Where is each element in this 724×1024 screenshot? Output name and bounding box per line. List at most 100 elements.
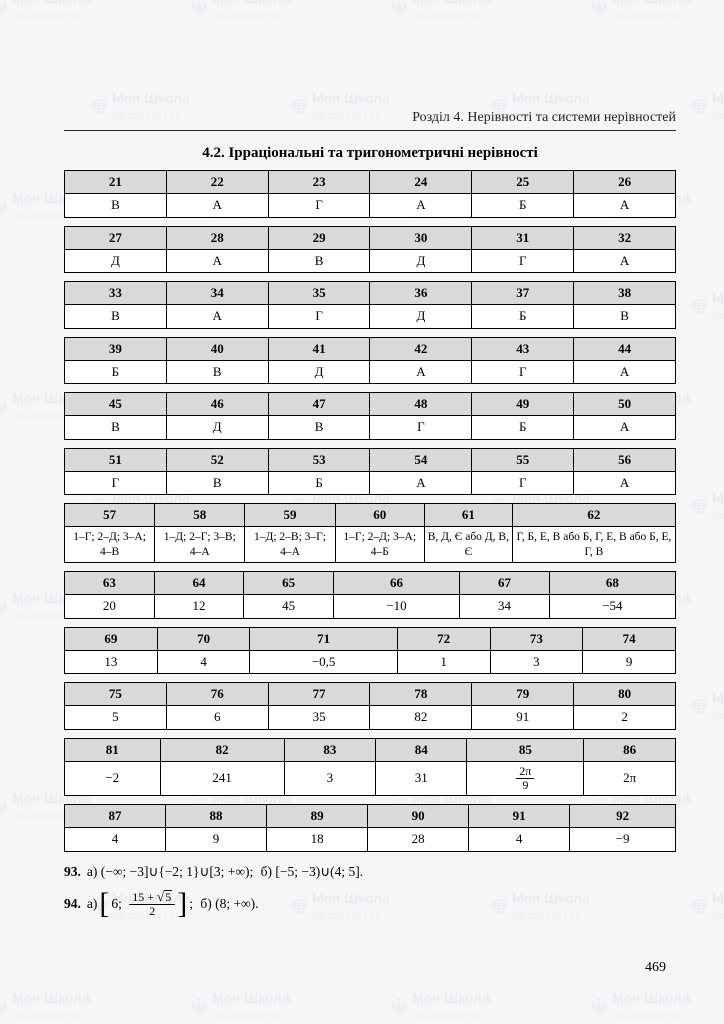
question-number: 74: [583, 627, 676, 650]
question-number: 83: [284, 738, 375, 761]
question-answer: 4: [469, 828, 570, 851]
question-number: 88: [166, 805, 267, 828]
question-answer: 2π: [584, 761, 676, 795]
answer-table: 757677787980563582912: [64, 682, 676, 730]
question-number: 53: [268, 448, 370, 471]
question-answer: 28: [368, 828, 469, 851]
question-number: 43: [472, 337, 574, 360]
answer-94-label: 94.: [64, 892, 81, 916]
question-number: 62: [512, 504, 675, 527]
question-answer: 1–Д; 2–В; 3–Г; 4–А: [245, 527, 335, 563]
question-number: 54: [370, 448, 472, 471]
question-answer: 241: [160, 761, 284, 795]
question-answer: Г: [65, 471, 167, 494]
section-title: 4.2. Ірраціональні та тригонометричні не…: [64, 145, 676, 162]
question-answer: Д: [166, 416, 268, 439]
question-number: 39: [65, 337, 167, 360]
question-number: 23: [268, 171, 370, 194]
question-answer: Г, Б, Е, В або Б, Г, Е, В або Б, Е, Г, В: [512, 527, 675, 563]
answer-table: 8788899091924918284−9: [64, 804, 676, 852]
question-number: 70: [157, 627, 250, 650]
question-answer: А: [574, 471, 676, 494]
question-number: 38: [574, 282, 676, 305]
question-number: 51: [65, 448, 167, 471]
question-answer: Г: [472, 360, 574, 383]
answer-table: 515253545556ГВБАГА: [64, 448, 676, 496]
question-answer: 34: [460, 595, 550, 618]
answer-tables: 212223242526ВАГАБА272829303132ДАВДГА3334…: [64, 170, 676, 852]
question-number: 72: [397, 627, 490, 650]
question-number: 73: [490, 627, 583, 650]
question-number: 33: [65, 282, 167, 305]
question-number: 55: [472, 448, 574, 471]
question-number: 89: [267, 805, 368, 828]
answer-93-b: б) [−5; −3)∪(4; 5].: [261, 860, 363, 884]
question-answer: 9: [583, 650, 676, 673]
chapter-header: Розділ 4. Нерівності та системи нерівнос…: [64, 110, 676, 131]
question-number: 34: [166, 282, 268, 305]
question-number: 47: [268, 393, 370, 416]
question-answer: 6: [166, 706, 268, 729]
question-answer: −10: [333, 595, 459, 618]
question-number: 69: [65, 627, 158, 650]
question-number: 29: [268, 226, 370, 249]
question-answer: А: [166, 194, 268, 217]
question-answer: А: [166, 249, 268, 272]
question-answer: −54: [549, 595, 675, 618]
question-answer: Д: [370, 249, 472, 272]
question-answer: Б: [472, 305, 574, 328]
question-answer: В, Д, Є або Д, В, Є: [424, 527, 512, 563]
question-number: 49: [472, 393, 574, 416]
frac-denominator: 2: [129, 905, 175, 918]
question-number: 40: [166, 337, 268, 360]
question-answer: Д: [268, 360, 370, 383]
question-answer: 9: [166, 828, 267, 851]
question-answer: А: [370, 360, 472, 383]
answer-94: 94. а) [ 6; 15 + √5 2 ] ; б) (8; +∞).: [64, 890, 676, 918]
question-answer: В: [268, 249, 370, 272]
question-number: 82: [160, 738, 284, 761]
question-number: 52: [166, 448, 268, 471]
question-answer: 1–Г; 2–Д; 3–А; 4–Б: [335, 527, 424, 563]
question-number: 44: [574, 337, 676, 360]
question-number: 59: [245, 504, 335, 527]
answer-93-a: а) (−∞; −3]∪{−2; 1}∪[3; +∞);: [87, 860, 253, 884]
question-number: 67: [460, 572, 550, 595]
question-answer: Д: [370, 305, 472, 328]
question-number: 46: [166, 393, 268, 416]
question-number: 37: [472, 282, 574, 305]
question-number: 66: [333, 572, 459, 595]
question-number: 50: [574, 393, 676, 416]
question-number: 86: [584, 738, 676, 761]
question-answer: В: [166, 471, 268, 494]
question-answer: −9: [570, 828, 676, 851]
question-answer: 1–Д; 2–Г; 3–В; 4–А: [155, 527, 245, 563]
question-number: 28: [166, 226, 268, 249]
question-number: 25: [472, 171, 574, 194]
question-answer: 35: [268, 706, 370, 729]
question-answer: Г: [268, 194, 370, 217]
question-answer: Б: [472, 194, 574, 217]
answer-table: 333435363738ВАГДБВ: [64, 281, 676, 329]
question-number: 65: [244, 572, 334, 595]
question-answer: Д: [65, 249, 167, 272]
question-number: 77: [268, 683, 370, 706]
question-number: 81: [65, 738, 161, 761]
question-answer: А: [574, 194, 676, 217]
question-answer: 12: [154, 595, 244, 618]
question-answer: Б: [65, 360, 167, 383]
question-number: 60: [335, 504, 424, 527]
question-answer: 31: [376, 761, 467, 795]
question-number: 35: [268, 282, 370, 305]
question-number: 78: [370, 683, 472, 706]
question-number: 56: [574, 448, 676, 471]
question-number: 79: [472, 683, 574, 706]
question-number: 71: [250, 627, 397, 650]
question-answer: 20: [65, 595, 155, 618]
question-answer: В: [166, 360, 268, 383]
question-answer: В: [65, 194, 167, 217]
question-answer: 4: [65, 828, 166, 851]
question-number: 84: [376, 738, 467, 761]
bracket-open: [: [99, 892, 109, 916]
answer-94-b: б) (8; +∞).: [200, 892, 258, 916]
